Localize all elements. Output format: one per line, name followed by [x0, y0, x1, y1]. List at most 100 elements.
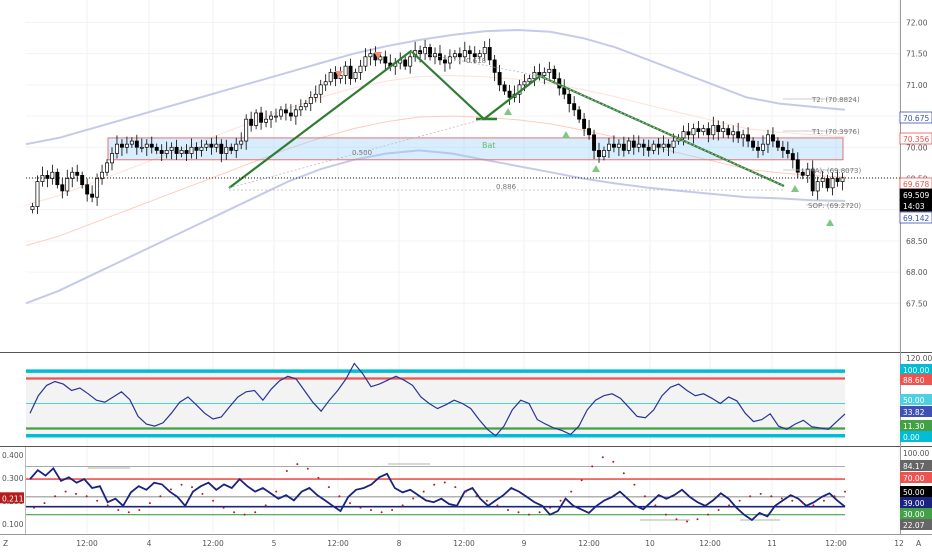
- oscillator-2-right-tag-label: 39.00: [903, 499, 925, 508]
- price-tag: [899, 132, 932, 145]
- candle-down: [611, 143, 616, 148]
- oscillator-2-dot: [633, 483, 636, 486]
- candle-up: [423, 47, 428, 55]
- candle-up: [840, 177, 845, 182]
- candle-up: [139, 146, 144, 149]
- price-tag: [899, 211, 932, 224]
- candle-up: [318, 84, 323, 95]
- oscillator-2-dot: [654, 504, 657, 507]
- candle-up: [452, 53, 457, 58]
- oscillator-2-dot: [496, 504, 499, 507]
- oscillator-2-dot: [844, 490, 846, 493]
- time-axis-label: 12:00: [699, 539, 721, 548]
- candle-down: [492, 59, 497, 73]
- candle-up: [378, 56, 383, 61]
- candle-up: [433, 53, 437, 58]
- candle-down: [229, 146, 234, 151]
- oscillator-2-left-axis-tick: 0.400: [2, 451, 24, 460]
- candle-up: [164, 150, 169, 154]
- price-axis-tick-label: 71.50: [906, 50, 928, 59]
- candle-down: [85, 184, 90, 195]
- oscillator-1-level-tag-label: 0.00: [903, 433, 920, 442]
- candle-down: [259, 112, 264, 123]
- oscillator-2-dot: [801, 502, 804, 505]
- oscillator-2-dot: [254, 511, 257, 514]
- candle-up: [40, 175, 45, 182]
- candle-down: [467, 50, 472, 55]
- candle-up: [303, 103, 308, 108]
- candle-up: [50, 171, 55, 179]
- oscillator-2-dot: [64, 490, 67, 493]
- candle-up: [308, 97, 313, 104]
- oscillator-2-right-tag: [900, 519, 932, 530]
- candle-up: [189, 146, 194, 154]
- candle-up: [691, 128, 696, 136]
- candle-up: [805, 168, 810, 176]
- oscillator-2-dot: [33, 506, 35, 509]
- candle-down: [55, 171, 60, 186]
- price-axis-tick-label: 71.00: [906, 81, 928, 90]
- sell-marker: [374, 52, 382, 59]
- oscillator-2-dot: [380, 511, 383, 514]
- candle-down: [487, 47, 492, 61]
- candle-down: [825, 178, 830, 189]
- ratio-line: [539, 75, 785, 187]
- candle-down: [45, 175, 50, 179]
- oscillator-2-dot: [822, 499, 825, 502]
- candle-up: [100, 171, 105, 179]
- oscillator-2-left-tag-label: 0.211: [2, 494, 24, 503]
- candle-up: [115, 143, 119, 154]
- candle-down: [174, 146, 179, 154]
- candle-down: [194, 146, 199, 151]
- target-label: SOP: (69.2720): [808, 202, 861, 210]
- candle-down: [587, 128, 592, 136]
- oscillator-2-dot: [338, 495, 341, 498]
- oscillator-2-dot: [549, 506, 552, 509]
- price-tag: [899, 199, 932, 212]
- time-axis-label: 8: [397, 539, 402, 548]
- oscillator-2-dot: [391, 509, 394, 511]
- oscillator-2-dot: [106, 504, 109, 507]
- oscillator-2-left-tag: [0, 492, 24, 504]
- candle-up: [129, 140, 134, 145]
- price-tag-label: 69.142: [903, 214, 929, 223]
- candle-down: [159, 150, 164, 154]
- price-axis-tick-label: 67.50: [906, 299, 928, 308]
- candle-down: [348, 65, 353, 79]
- time-axis-label: 12:00: [825, 539, 847, 548]
- oscillator-2-dot: [643, 495, 646, 498]
- candle-down: [810, 168, 815, 192]
- candle-up: [711, 125, 716, 136]
- candle-down: [597, 150, 601, 157]
- middle-band-line-2: [25, 74, 846, 206]
- candle-up: [358, 65, 363, 73]
- oscillator-2-dot: [833, 495, 836, 498]
- candle-down: [726, 128, 731, 136]
- oscillator-2-dot: [275, 490, 278, 493]
- candle-up: [274, 115, 278, 118]
- oscillator-2-right-tag-label: 100.00: [903, 449, 929, 458]
- candle-down: [249, 118, 254, 126]
- candle-down: [154, 146, 159, 151]
- oscillator-2-dot: [222, 506, 225, 509]
- oscillator-2-dot: [327, 486, 330, 489]
- candle-up: [264, 118, 269, 123]
- candle-down: [835, 178, 840, 182]
- time-axis-label: 12:00: [76, 539, 98, 548]
- candle-up: [671, 140, 676, 148]
- price-axis-tick-label: 68.00: [906, 268, 928, 277]
- candle-down: [134, 140, 139, 148]
- candle-up: [179, 150, 184, 154]
- candle-up: [169, 146, 174, 151]
- candle-up: [606, 143, 611, 151]
- oscillator-2-dot: [780, 497, 783, 500]
- time-axis-label: 10: [645, 539, 655, 548]
- candle-up: [244, 118, 249, 142]
- sell-marker: [335, 71, 343, 78]
- candle-up: [462, 50, 467, 58]
- time-axis-label: 11: [767, 539, 777, 548]
- oscillator-1-level-tag-label: 11.30: [903, 422, 925, 431]
- oscillator-2-dot: [559, 499, 562, 502]
